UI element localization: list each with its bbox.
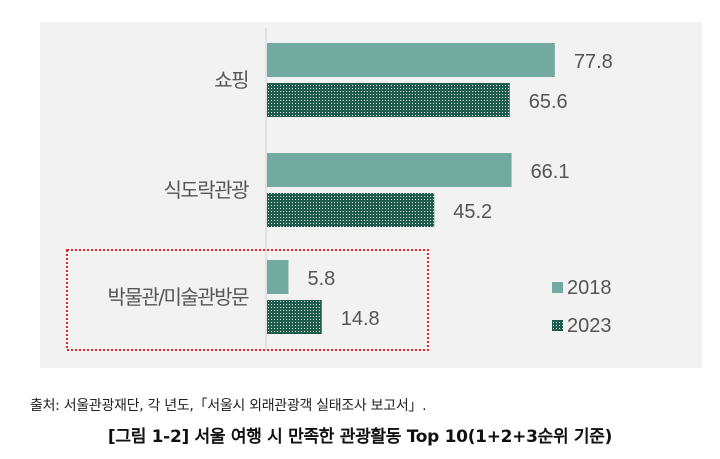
- category-label: 쇼핑: [214, 68, 248, 92]
- legend-label: 2023: [567, 315, 612, 337]
- data-label: 14.8: [341, 308, 380, 330]
- data-label: 5.8: [307, 268, 335, 290]
- category-label: 식도락관광: [164, 178, 250, 202]
- figure-caption: [그림 1-2] 서울 여행 시 만족한 관광활동 Top 10(1+2+3순위…: [107, 427, 613, 447]
- bar-2018: [267, 153, 512, 187]
- highlight-box: [66, 249, 429, 351]
- legend-label: 2018: [567, 277, 612, 299]
- source-note: 출처: 서울관광재단, 각 년도,「서울시 외래관광객 실태조사 보고서」.: [30, 398, 427, 414]
- data-label: 77.8: [574, 51, 613, 73]
- bar-2018: [267, 43, 555, 77]
- bar-2023: [267, 300, 322, 334]
- data-label: 66.1: [531, 161, 570, 183]
- data-label: 45.2: [453, 201, 492, 223]
- bar-2023: [267, 83, 510, 117]
- data-label: 65.6: [529, 91, 568, 113]
- legend-swatch-2023: [552, 320, 563, 331]
- category-label: 박물관/미술관방문: [108, 285, 250, 309]
- bar-2018: [267, 260, 289, 294]
- bar-2023: [267, 193, 435, 227]
- legend-swatch-2018: [552, 282, 563, 293]
